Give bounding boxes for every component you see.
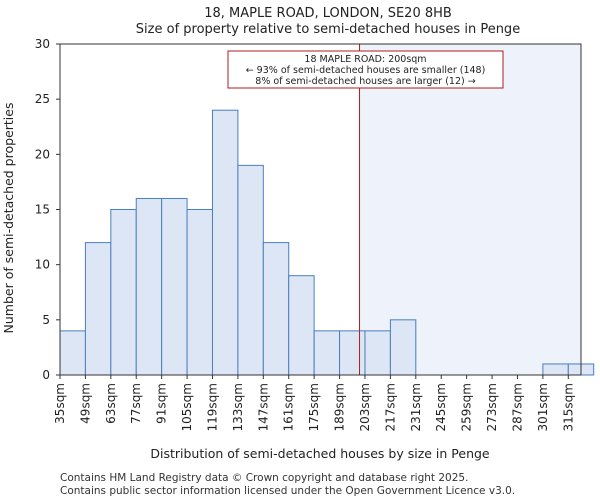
y-tick-label-5: 5: [42, 313, 50, 327]
bar-119sqm: [211, 109, 239, 376]
x-tick-label-35sqm: 35sqm: [53, 383, 67, 424]
bar-63sqm: [110, 209, 137, 376]
plot-area: 0 5 10 15 20 25 30 35sqm 49sqm 63sqm 77sqm 91sqm 105…: [35, 37, 595, 431]
x-tick-label-91sqm: 91sqm: [155, 383, 169, 424]
x-tick-label-63sqm: 63sqm: [104, 383, 118, 424]
x-tick-label-147sqm: 147sqm: [256, 383, 270, 431]
annotation-box: [227, 50, 504, 89]
annotation-smaller: ← 93% of semi-detached houses are smalle…: [246, 65, 486, 76]
bar-91sqm: [161, 197, 188, 376]
bar-133sqm: [237, 164, 264, 376]
x-tick-label-287sqm: 287sqm: [510, 383, 524, 431]
bar-203sqm: [364, 330, 391, 376]
bar-217sqm: [389, 319, 417, 376]
x-tick-label-161sqm: 161sqm: [282, 383, 296, 431]
bar-161sqm: [288, 275, 315, 376]
x-tick-label-217sqm: 217sqm: [383, 383, 397, 431]
bar-35sqm: [59, 330, 86, 376]
bar-189sqm: [339, 330, 366, 376]
x-tick-label-175sqm: 175sqm: [307, 383, 321, 431]
y-tick-label-10: 10: [35, 258, 50, 272]
annotation-larger: 8% of semi-detached houses are larger (1…: [255, 76, 475, 87]
x-tick-label-231sqm: 231sqm: [409, 383, 423, 431]
bar-175sqm: [313, 330, 341, 376]
bar-301sqm: [542, 363, 569, 376]
y-tick-label-25: 25: [35, 92, 50, 106]
y-tick-label-20: 20: [35, 147, 50, 161]
x-tick-label-49sqm: 49sqm: [78, 383, 92, 424]
bar-105sqm: [186, 209, 213, 376]
y-tick-label-30: 30: [35, 37, 50, 51]
bar-147sqm: [262, 242, 290, 376]
x-tick-label-133sqm: 133sqm: [231, 383, 245, 431]
x-tick-label-259sqm: 259sqm: [460, 383, 474, 431]
bar-77sqm: [135, 197, 163, 376]
y-tick-label-15: 15: [35, 203, 50, 217]
x-tick-label-245sqm: 245sqm: [434, 383, 448, 431]
x-tick-label-203sqm: 203sqm: [358, 383, 372, 431]
x-tick-label-301sqm: 301sqm: [536, 383, 550, 431]
x-tick-label-119sqm: 119sqm: [205, 383, 219, 431]
annotation-title: 18 MAPLE ROAD: 200sqm: [304, 54, 426, 65]
chart-subtitle: Size of property relative to semi-detach…: [136, 22, 520, 37]
x-axis-label: Distribution of semi-detached houses by …: [150, 446, 490, 461]
chart-title: 18, MAPLE ROAD, LONDON, SE20 8HB: [204, 6, 452, 21]
x-tick-label-189sqm: 189sqm: [333, 383, 347, 431]
bar-49sqm: [84, 242, 112, 376]
y-axis-label: Number of semi-detached properties: [1, 103, 16, 334]
x-tick-label-77sqm: 77sqm: [129, 383, 143, 424]
x-tick-label-273sqm: 273sqm: [485, 383, 499, 431]
footer-line-2: Contains public sector information licen…: [60, 485, 515, 497]
footer-line-1: Contains HM Land Registry data © Crown c…: [60, 472, 468, 484]
y-tick-label-0: 0: [42, 368, 50, 382]
x-tick-label-105sqm: 105sqm: [180, 383, 194, 431]
x-tick-label-315sqm: 315sqm: [561, 383, 575, 431]
